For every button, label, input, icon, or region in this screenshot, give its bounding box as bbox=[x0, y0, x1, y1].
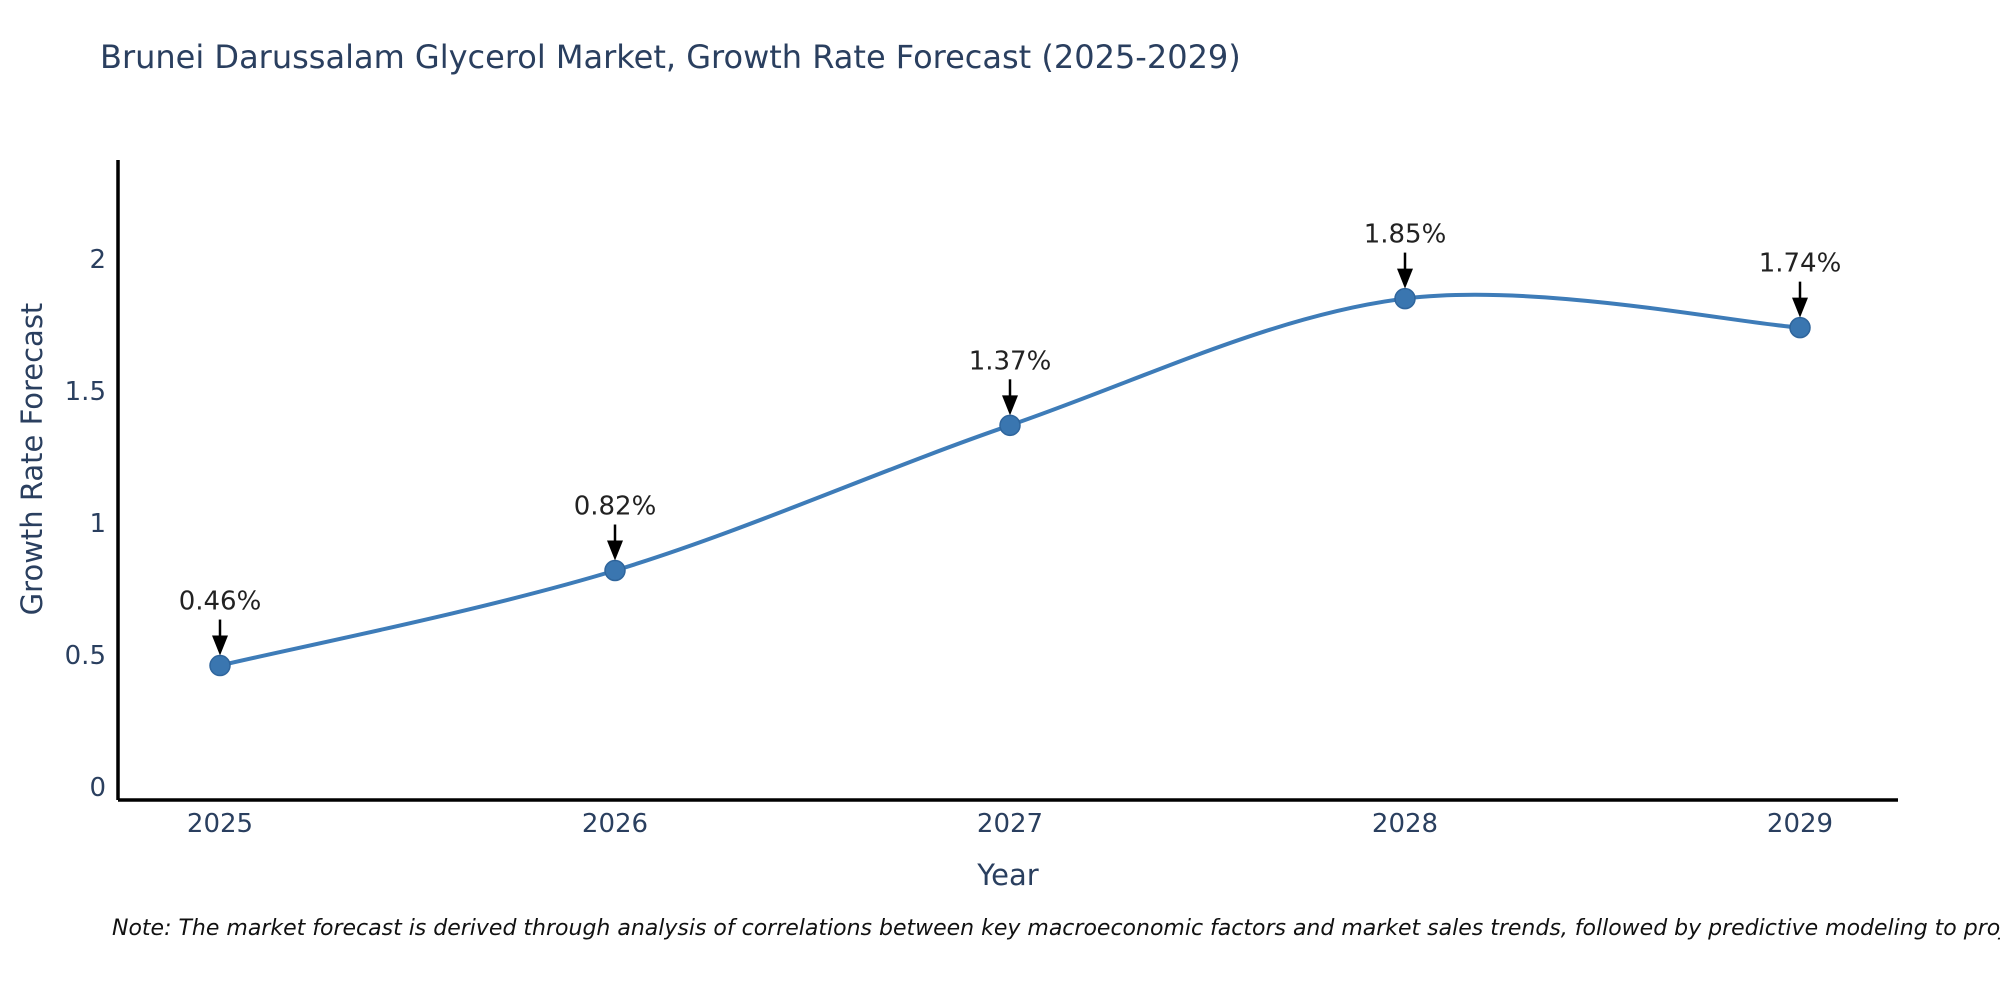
point-annotation: 0.82% bbox=[574, 492, 657, 522]
annotation-arrowhead-icon bbox=[1792, 297, 1808, 318]
y-tick-label: 2 bbox=[89, 245, 106, 275]
footnote: Note: The market forecast is derived thr… bbox=[112, 916, 2000, 941]
annotation-arrowhead-icon bbox=[607, 540, 623, 561]
annotation-arrowhead-icon bbox=[1002, 395, 1018, 416]
y-tick-label: 0.5 bbox=[65, 641, 106, 671]
annotation-arrowhead-icon bbox=[1397, 268, 1413, 289]
x-axis-title: Year bbox=[977, 858, 1039, 892]
y-tick-label: 1.5 bbox=[65, 377, 106, 407]
y-tick-label: 1 bbox=[89, 509, 106, 539]
data-point[interactable] bbox=[1789, 316, 1811, 339]
chart-title: Brunei Darussalam Glycerol Market, Growt… bbox=[100, 38, 1241, 76]
data-point[interactable] bbox=[1394, 287, 1416, 310]
point-annotation: 1.74% bbox=[1759, 249, 1842, 279]
x-tick-label: 2025 bbox=[187, 809, 253, 839]
x-tick-label: 2029 bbox=[1767, 809, 1833, 839]
x-tick-label: 2028 bbox=[1372, 809, 1438, 839]
point-annotation: 1.37% bbox=[969, 346, 1052, 376]
x-tick-label: 2026 bbox=[582, 809, 648, 839]
data-point[interactable] bbox=[999, 414, 1021, 437]
data-point[interactable] bbox=[209, 654, 231, 677]
annotation-arrowhead-icon bbox=[212, 635, 228, 656]
point-annotation: 1.85% bbox=[1364, 220, 1447, 250]
x-tick-label: 2027 bbox=[977, 809, 1043, 839]
y-tick-label: 0 bbox=[89, 773, 106, 803]
point-annotation: 0.46% bbox=[179, 587, 262, 617]
data-point[interactable] bbox=[604, 559, 626, 582]
